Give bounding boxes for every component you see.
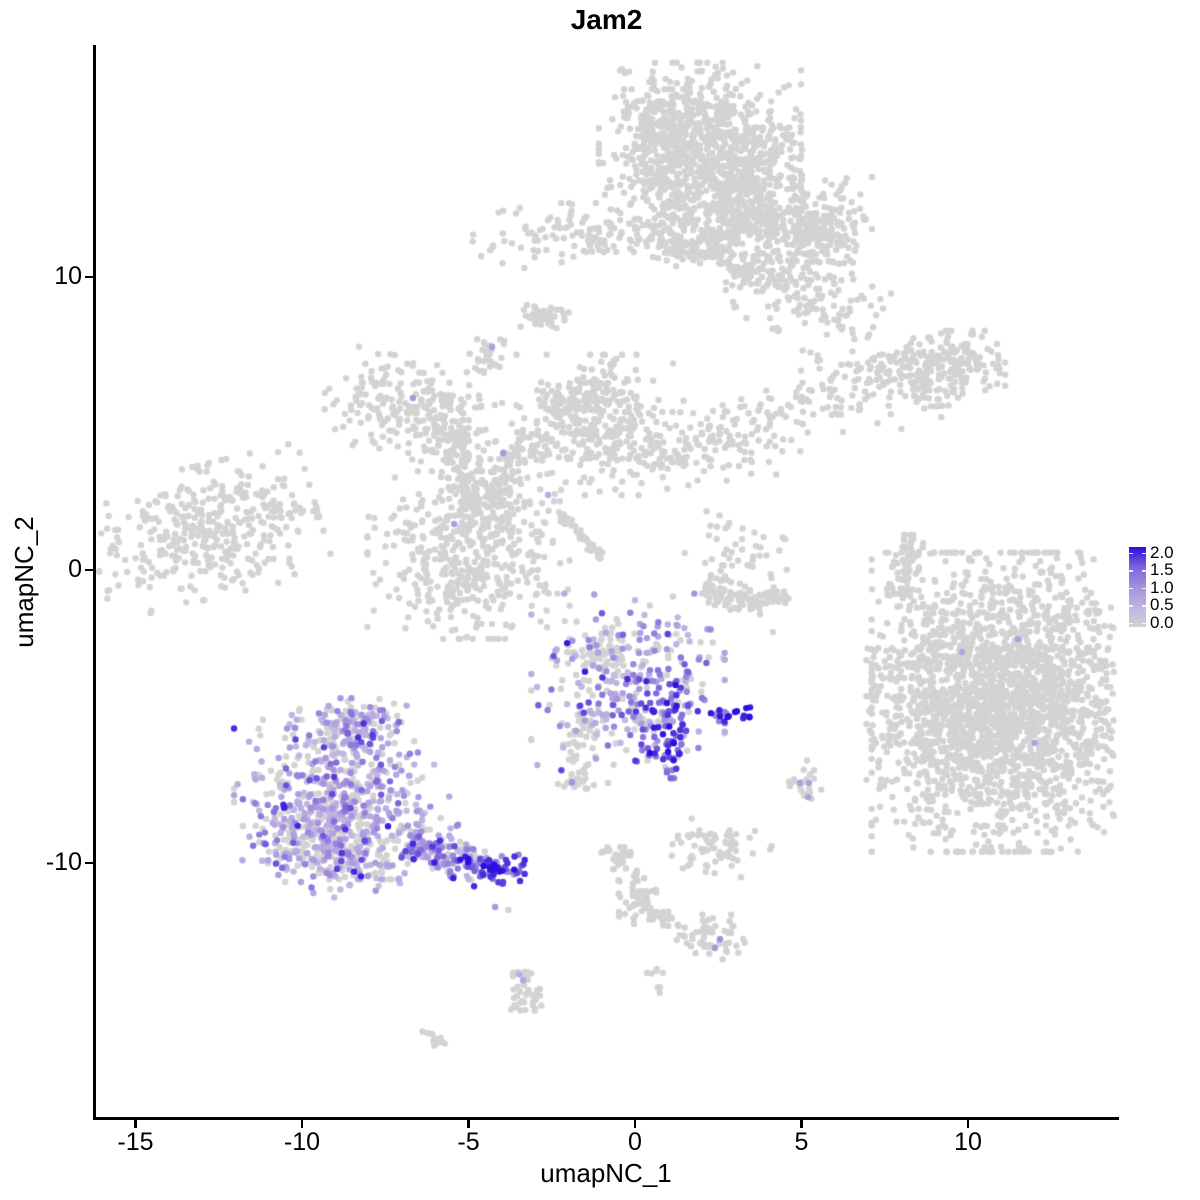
x-tick-mark [800,1120,803,1128]
y-tick-mark [85,568,93,572]
y-axis-title: umapNC_2 [9,516,39,648]
legend-tick-label: 1.0 [1150,577,1174,597]
x-tick-mark [966,1120,970,1128]
legend-tick-mark [1129,587,1133,590]
x-tick-mark [467,1120,470,1128]
legend-tick-mark [1142,552,1146,555]
x-tick-label: 5 [794,1128,809,1156]
x-tick-label: 0 [628,1128,642,1156]
legend-tick-label: 0.0 [1150,612,1174,632]
legend-tick-mark [1129,570,1133,572]
legend-tick-mark [1142,587,1146,590]
legend-tick-label: 2.0 [1150,542,1174,562]
y-tick-label: 10 [54,262,82,290]
legend-tick-mark [1129,605,1133,607]
legend-tick-mark [1129,622,1133,625]
x-tick-label: -15 [117,1128,154,1156]
x-tick-label: 10 [954,1128,982,1156]
x-tick-mark [633,1120,637,1128]
x-tick-mark [134,1120,137,1128]
legend-tick-mark [1129,552,1133,555]
legend-tick-label: 1.5 [1150,560,1174,579]
legend-tick-label: 0.5 [1150,595,1174,614]
y-axis-line [93,45,96,1120]
x-axis-title: umapNC_1 [540,1158,672,1188]
y-tick-mark [85,275,93,279]
legend-gradient-bar [1129,547,1146,627]
x-tick-label: -10 [283,1128,321,1156]
legend-tick-mark [1142,570,1146,572]
expression-legend: 2.0 1.5 1.0 0.5 0.0 [1127,542,1200,635]
y-tick-label: -10 [45,848,82,876]
y-tick-mark [85,861,93,865]
x-tick-mark [300,1120,304,1128]
x-tick-label: -5 [457,1128,480,1156]
x-axis-line [93,1117,1119,1120]
legend-tick-mark [1142,605,1146,607]
y-tick-label: 0 [68,555,82,583]
legend-tick-mark [1142,622,1146,625]
